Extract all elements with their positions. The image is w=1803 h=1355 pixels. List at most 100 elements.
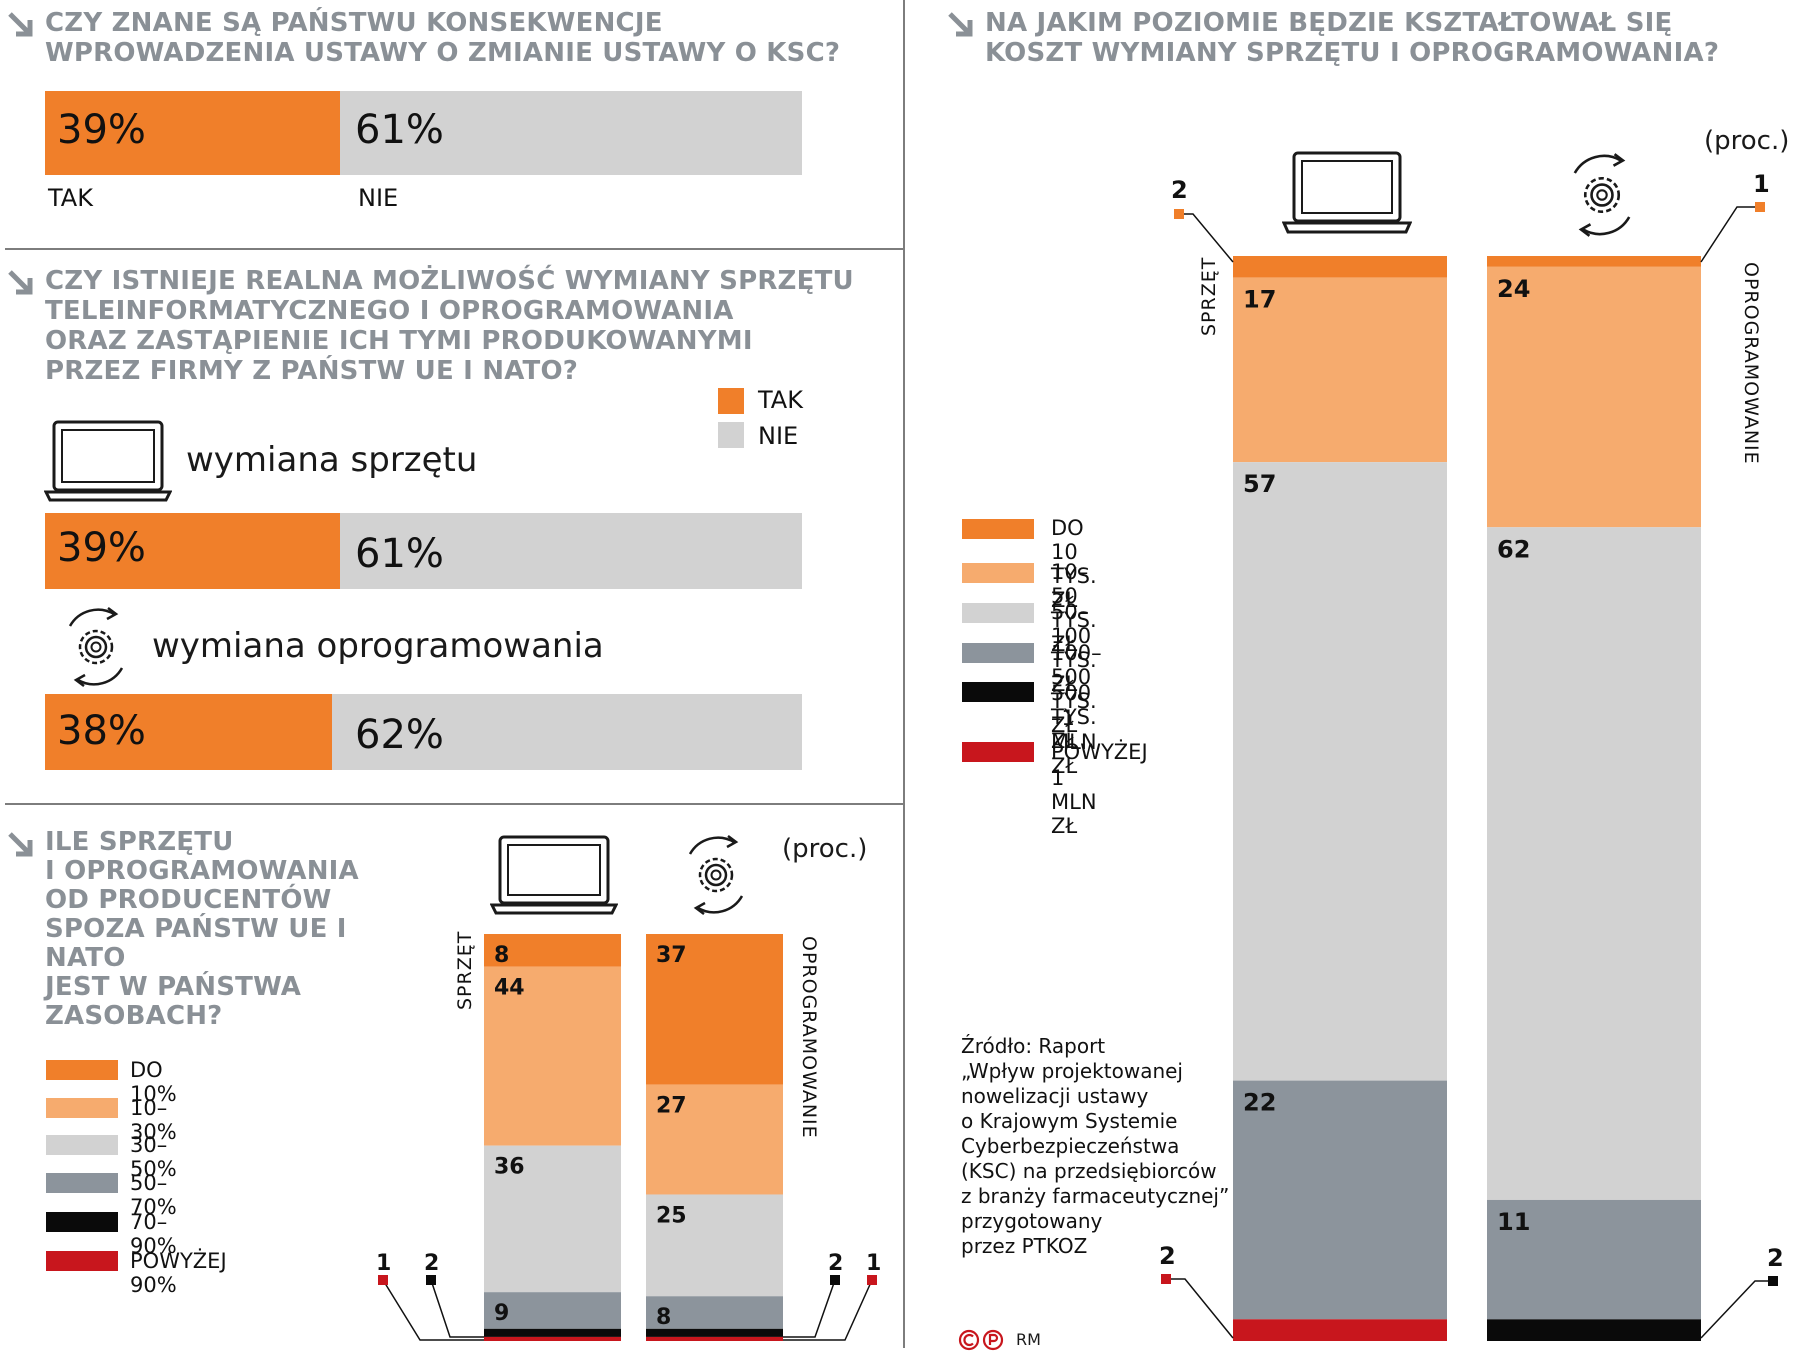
arrow-icon bbox=[8, 832, 33, 857]
bar-segment-0-4 bbox=[484, 1328, 621, 1337]
callout-marker bbox=[1755, 202, 1765, 212]
callout-line bbox=[783, 1279, 873, 1341]
laptop-icon bbox=[44, 420, 172, 502]
bar-segment-1-5 bbox=[646, 1336, 783, 1341]
q3-legend-label-2: 10–30% bbox=[130, 1096, 177, 1144]
callout-line bbox=[1166, 1278, 1234, 1339]
data-label: 44 bbox=[494, 976, 525, 1001]
arrow-icon bbox=[948, 12, 973, 37]
software-nie-value: 62% bbox=[355, 712, 444, 758]
software-tak-segment bbox=[45, 694, 332, 770]
q3-title: ILE SPRZĘTU I OPROGRAMOWANIA OD PRODUCEN… bbox=[45, 827, 359, 1031]
callout-marker bbox=[426, 1275, 436, 1285]
bar-segment-0-2 bbox=[1233, 462, 1447, 1081]
q4-legend-label-5a: 500 TYS. ZŁ bbox=[1051, 681, 1097, 753]
data-label: 2 bbox=[424, 1251, 439, 1276]
q2-legend-nie-swatch bbox=[718, 422, 744, 448]
bar-segment-1-2 bbox=[646, 1194, 783, 1297]
q4-legend-label-6a: POWYŻEJ bbox=[1051, 740, 1148, 764]
q1-tak-segment bbox=[45, 91, 340, 175]
callout-line bbox=[783, 1279, 836, 1338]
hardware-bar: 39% 61% bbox=[45, 513, 802, 589]
credit: RM bbox=[1016, 1330, 1041, 1349]
q1-nie-segment bbox=[340, 91, 802, 175]
software-nie-segment bbox=[332, 694, 802, 770]
q3-legend-label-4: 50–70% bbox=[130, 1171, 177, 1219]
bar-segment-1-4 bbox=[646, 1328, 783, 1337]
callout-line bbox=[1700, 1280, 1773, 1339]
q3-legend-label-3: 30–50% bbox=[130, 1133, 177, 1181]
q3-legend-swatch-3 bbox=[46, 1135, 118, 1155]
bar-segment-0-1 bbox=[1233, 277, 1447, 463]
callout-line bbox=[382, 1279, 484, 1341]
q2-legend-tak: TAK bbox=[758, 386, 803, 414]
data-label: 2 bbox=[1159, 1242, 1176, 1270]
q3-legend-label-1: DO 10% bbox=[130, 1058, 177, 1106]
q4-legend-swatch-2 bbox=[962, 563, 1034, 583]
data-label: 9 bbox=[494, 1301, 509, 1326]
software-tak-value: 38% bbox=[57, 708, 146, 754]
data-label: 25 bbox=[656, 1203, 687, 1228]
q2-legend-tak-swatch bbox=[718, 388, 744, 414]
hardware-nie-segment bbox=[340, 513, 802, 589]
bar-segment-0-5 bbox=[1233, 1319, 1447, 1341]
q3-legend-label-6: POWYŻEJ 90% bbox=[130, 1249, 227, 1297]
q4-legend-label-6b: 1 MLN ZŁ bbox=[1051, 766, 1097, 838]
bar-segment-0-2 bbox=[484, 1145, 621, 1293]
q4-legend-label-2: 10–50 TYS. ZŁ bbox=[1051, 560, 1097, 656]
bar-segment-1-4 bbox=[1487, 1319, 1701, 1341]
bar-segment-0-0 bbox=[484, 934, 621, 967]
data-label: 1 bbox=[866, 1251, 881, 1276]
data-label: 22 bbox=[1243, 1089, 1276, 1117]
bar-segment-1-1 bbox=[646, 1084, 783, 1195]
callout-marker bbox=[1768, 1276, 1778, 1286]
hardware-tak-value: 39% bbox=[57, 525, 146, 571]
copyright-icon bbox=[958, 1329, 1004, 1351]
q3-legend-swatch-2 bbox=[46, 1098, 118, 1118]
divider-2 bbox=[5, 803, 903, 805]
data-label: 62 bbox=[1497, 535, 1530, 563]
bar-segment-0-3 bbox=[484, 1292, 621, 1329]
gear-sync-icon bbox=[688, 835, 744, 915]
data-label: 57 bbox=[1243, 470, 1276, 498]
q1-tak-label: TAK bbox=[48, 184, 93, 212]
q3-legend-swatch-4 bbox=[46, 1173, 118, 1193]
callout-marker bbox=[1174, 209, 1184, 219]
callout-marker bbox=[378, 1275, 388, 1285]
data-label: 36 bbox=[494, 1155, 525, 1180]
q4-legend-swatch-3 bbox=[962, 603, 1034, 623]
q4-legend-label-3: 50–100 TYS. ZŁ bbox=[1051, 600, 1097, 696]
q4-legend-label-1: DO 10 TYS. ZŁ bbox=[1051, 516, 1097, 612]
laptop-icon bbox=[490, 835, 618, 915]
q1-tak-value: 39% bbox=[57, 107, 146, 153]
software-bar: 38% 62% bbox=[45, 694, 802, 770]
q4-unit: (proc.) bbox=[1704, 126, 1790, 156]
bar-segment-1-0 bbox=[1487, 256, 1701, 267]
q2-legend-nie: NIE bbox=[758, 422, 799, 450]
callout-line bbox=[1700, 206, 1760, 263]
data-label: 2 bbox=[1767, 1244, 1784, 1272]
q3-legend-swatch-1 bbox=[46, 1060, 118, 1080]
q1-nie-label: NIE bbox=[358, 184, 399, 212]
hardware-label: wymiana sprzętu bbox=[186, 440, 478, 480]
data-label: 37 bbox=[656, 943, 687, 968]
data-label: 8 bbox=[656, 1305, 671, 1330]
q3-legend-label-5: 70–90% bbox=[130, 1210, 177, 1258]
q4-legend-label-5b: –1 MLN ZŁ bbox=[1051, 706, 1097, 778]
q4-legend-swatch-1 bbox=[962, 519, 1034, 539]
data-label: 1 bbox=[1753, 170, 1770, 198]
source-note: Źródło: Raport „Wpływ projektowanej nowe… bbox=[961, 1034, 1230, 1258]
callout-line bbox=[1179, 213, 1234, 263]
bar-segment-0-1 bbox=[484, 966, 621, 1146]
data-label: 11 bbox=[1497, 1208, 1530, 1236]
data-label: 2 bbox=[828, 1251, 843, 1276]
bar-segment-1-3 bbox=[646, 1296, 783, 1329]
data-label: 8 bbox=[494, 943, 509, 968]
arrow-icon bbox=[8, 12, 33, 37]
q4-legend-swatch-4 bbox=[962, 643, 1034, 663]
q4-legend-swatch-6 bbox=[962, 742, 1034, 762]
bar-segment-0-5 bbox=[484, 1336, 621, 1341]
bar-segment-1-1 bbox=[1487, 266, 1701, 528]
